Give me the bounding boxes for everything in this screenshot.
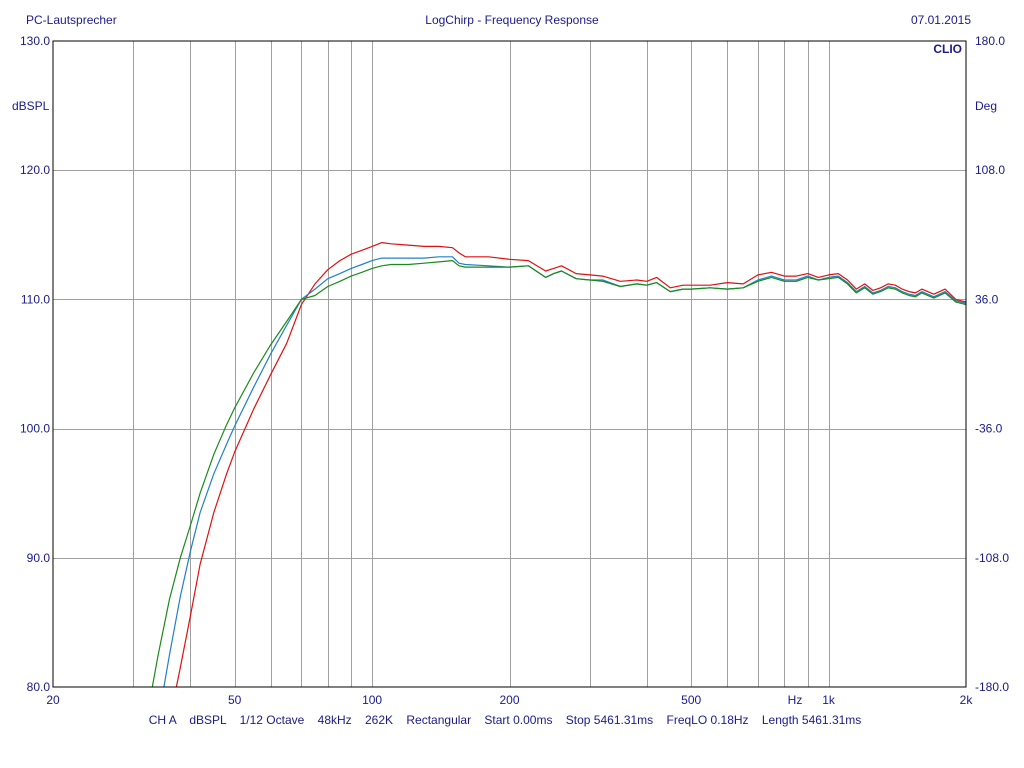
- clio-brand-label: CLIO: [933, 42, 962, 56]
- x-tick-label: 2k: [960, 693, 974, 707]
- x-axis-unit-label: Hz: [788, 693, 803, 707]
- x-tick-label: 1k: [822, 693, 836, 707]
- y-tick-label: 100.0: [20, 422, 50, 436]
- y2-tick-label: 180.0: [975, 34, 1005, 48]
- series-line-2: [163, 256, 966, 687]
- series-layer: [151, 242, 966, 687]
- series-line-3: [151, 260, 966, 687]
- x-tick-label: 50: [228, 693, 242, 707]
- y-tick-label: 80.0: [27, 680, 51, 694]
- y-axis-unit-label: dBSPL: [12, 99, 50, 113]
- measurement-info-bar: CH A dBSPL 1/12 Octave 48kHz 262K Rectan…: [149, 713, 862, 727]
- y2-tick-label: 36.0: [975, 292, 999, 306]
- y2-tick-label: -36.0: [975, 422, 1003, 436]
- x-tick-label: 500: [681, 693, 701, 707]
- y2-tick-label: -180.0: [975, 680, 1009, 694]
- x-tick-label: 200: [499, 693, 519, 707]
- x-tick-label: 100: [362, 693, 382, 707]
- header-left-title: PC-Lautsprecher: [26, 13, 117, 27]
- y2-tick-label: 108.0: [975, 163, 1005, 177]
- chart-title: LogChirp - Frequency Response: [425, 13, 599, 27]
- y-tick-label: 110.0: [21, 292, 50, 306]
- series-line-1: [175, 242, 966, 687]
- y-tick-label: 90.0: [27, 551, 51, 565]
- x-tick-label: 20: [46, 693, 60, 707]
- header-date: 07.01.2015: [911, 13, 971, 27]
- y-tick-label: 130.0: [20, 34, 50, 48]
- tick-labels: 130.0 120.0 110.0 100.0 90.0 80.0 180.0 108.0 36…: [20, 34, 1009, 707]
- grid-layer: [53, 41, 966, 687]
- y2-tick-label: -108.0: [975, 551, 1009, 565]
- y-tick-label: 120.0: [20, 163, 50, 177]
- y2-axis-unit-label: Deg: [975, 99, 997, 113]
- plot-frame: [52, 40, 967, 688]
